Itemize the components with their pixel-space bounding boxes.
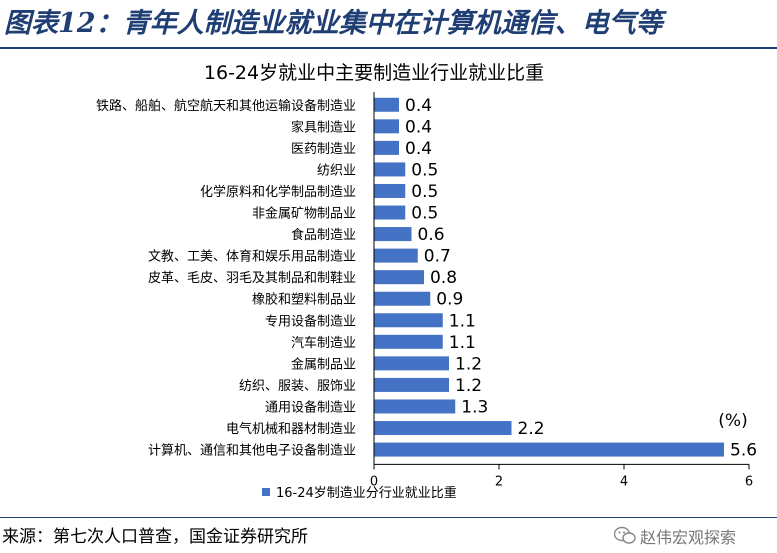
x-tick-label: 4 [620, 474, 628, 489]
value-label: 0.5 [411, 204, 438, 224]
x-tick-label: 6 [745, 474, 753, 489]
wechat-icon [614, 526, 636, 544]
value-label: 0.7 [424, 247, 451, 267]
figure-title: 图表12：青年人制造业就业集中在计算机通信、电气等 [4, 8, 663, 39]
header-divider [0, 47, 777, 49]
bar [374, 399, 456, 414]
category-label: 橡胶和塑料制品业 [252, 292, 356, 308]
value-label: 0.6 [418, 225, 445, 245]
category-label: 专用设备制造业 [265, 313, 356, 329]
value-label: 0.4 [405, 117, 432, 137]
bar-chart: 16-24岁就业中主要制造业行业就业比重 铁路、船舶、航空航天和其他运输设备制造… [96, 62, 757, 501]
bar [374, 162, 406, 177]
bar [374, 334, 443, 349]
value-label: 5.6 [730, 441, 757, 461]
bar [374, 119, 399, 134]
category-label: 家具制造业 [291, 119, 356, 135]
bar [374, 227, 412, 242]
category-label: 食品制造业 [291, 227, 356, 243]
bar [374, 183, 406, 198]
category-label: 非金属矿物制品业 [252, 206, 356, 222]
value-label: 0.4 [405, 96, 432, 116]
bar [374, 377, 449, 392]
value-label: 2.2 [518, 419, 545, 439]
bar [374, 291, 431, 306]
value-label: 1.2 [455, 354, 482, 374]
x-tick-label: 2 [495, 474, 503, 489]
footer-divider [0, 517, 777, 518]
value-label: 0.5 [411, 160, 438, 180]
value-label: 1.1 [449, 333, 476, 353]
bar [374, 442, 724, 457]
value-label: 0.9 [436, 290, 463, 310]
bar [374, 421, 512, 436]
legend-swatch [262, 488, 270, 496]
value-label: 0.8 [430, 268, 457, 288]
value-label: 1.1 [449, 311, 476, 331]
chart-title: 16-24岁就业中主要制造业行业就业比重 [204, 62, 544, 84]
watermark-text: 赵伟宏观探索 [640, 528, 737, 547]
x-tick-label: 0 [370, 474, 378, 489]
category-label: 金属制品业 [291, 356, 356, 372]
category-label: 纺织业 [317, 163, 356, 178]
category-label: 纺织、服装、服饰业 [239, 379, 356, 394]
category-label: 计算机、通信和其他电子设备制造业 [148, 443, 356, 459]
category-label: 通用设备制造业 [265, 399, 356, 415]
category-label: 汽车制造业 [291, 335, 356, 351]
category-label: 文教、工美、体育和娱乐用品制造业 [148, 249, 356, 265]
bar [374, 205, 406, 220]
bar [374, 140, 399, 155]
value-label: 1.3 [461, 397, 488, 417]
bar [374, 356, 449, 371]
category-label: 医药制造业 [291, 142, 356, 157]
category-label: 化学原料和化学制品制造业 [200, 184, 356, 200]
bar [374, 97, 399, 112]
bar [374, 313, 443, 328]
bar [374, 248, 418, 263]
unit-label: (%) [718, 411, 747, 431]
category-label: 电气机械和器材制造业 [226, 421, 356, 437]
legend-label: 16-24岁制造业分行业就业比重 [276, 485, 457, 501]
watermark: 赵伟宏观探索 [614, 524, 736, 548]
bar [374, 270, 424, 285]
value-label: 1.2 [455, 376, 482, 396]
value-label: 0.4 [405, 139, 432, 159]
category-label: 皮革、毛皮、羽毛及其制品和制鞋业 [148, 270, 356, 286]
category-label: 铁路、船舶、航空航天和其他运输设备制造业 [96, 98, 356, 114]
value-label: 0.5 [411, 182, 438, 202]
source-note: 来源：第七次人口普查，国金证券研究所 [2, 527, 308, 547]
